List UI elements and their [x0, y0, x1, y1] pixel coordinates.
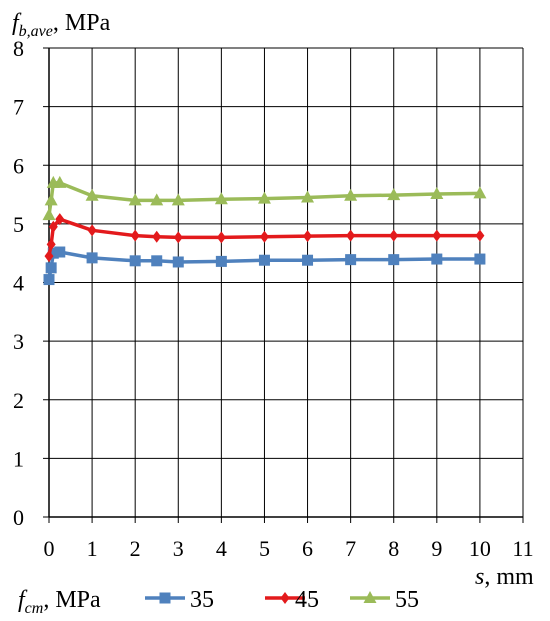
- y-tick-label: 6: [13, 153, 24, 178]
- data-point-55: [85, 188, 99, 201]
- series-45: [44, 213, 485, 263]
- data-point-35: [47, 247, 59, 259]
- data-point-55: [44, 193, 58, 206]
- x-tick-label: 0: [44, 536, 55, 561]
- y-tick-label: 3: [13, 329, 24, 354]
- data-point-35: [474, 253, 486, 265]
- x-tick-label: 8: [388, 536, 399, 561]
- legend-marker-35: [159, 592, 171, 604]
- data-point-45: [46, 238, 56, 251]
- series-group: [42, 175, 487, 286]
- data-point-35: [388, 254, 400, 266]
- y-tick-label: 5: [13, 212, 24, 237]
- data-point-55: [473, 186, 487, 199]
- data-point-45: [87, 224, 97, 237]
- data-point-45: [130, 229, 140, 242]
- legend-marker-55: [363, 591, 377, 603]
- x-tick-label: 3: [173, 536, 184, 561]
- x-tick-label: 5: [259, 536, 270, 561]
- data-point-45: [389, 229, 399, 242]
- data-point-45: [55, 213, 65, 226]
- x-axis-title: s, mm: [475, 564, 534, 590]
- data-point-55: [128, 193, 142, 206]
- data-point-45: [346, 229, 356, 242]
- data-point-35: [172, 256, 184, 268]
- data-point-55: [257, 191, 271, 204]
- data-point-35: [45, 262, 57, 274]
- data-point-55: [344, 188, 358, 201]
- x-tick-label: 11: [512, 536, 533, 561]
- data-point-45: [432, 229, 442, 242]
- y-tick-label: 7: [13, 95, 24, 120]
- x-tick-label: 2: [130, 536, 141, 561]
- y-tick-labels: 0 1 2 3 4 5 6 7 8: [13, 36, 24, 530]
- data-point-55: [53, 175, 67, 188]
- data-point-45: [48, 220, 58, 233]
- series-55: [42, 175, 487, 221]
- data-point-55: [171, 193, 185, 206]
- legend-label-35: 35: [190, 587, 214, 613]
- y-tick-label: 2: [13, 388, 24, 413]
- legend: fcm, MPa 35 45 55: [18, 587, 419, 617]
- data-point-35: [302, 254, 314, 266]
- axes: [43, 47, 524, 523]
- series-35: [43, 246, 486, 286]
- y-tick-label: 8: [13, 36, 24, 61]
- data-point-35: [345, 254, 357, 266]
- data-point-45: [475, 229, 485, 242]
- data-point-35: [129, 255, 141, 267]
- data-point-55: [214, 192, 228, 205]
- y-tick-label: 1: [13, 446, 24, 471]
- data-point-45: [173, 231, 183, 244]
- legend-marker-45: [280, 592, 290, 604]
- grid-lines: [48, 47, 524, 518]
- x-tick-label: 6: [302, 536, 313, 561]
- data-point-35: [258, 254, 270, 266]
- y-tick-label: 0: [13, 505, 24, 530]
- legend-label-55: 55: [395, 587, 419, 613]
- data-point-55: [150, 193, 164, 206]
- data-point-55: [301, 190, 315, 203]
- data-point-35: [431, 253, 443, 265]
- data-point-45: [152, 230, 162, 243]
- data-point-35: [215, 255, 227, 267]
- x-tick-label: 7: [345, 536, 356, 561]
- legend-label-45: 45: [295, 587, 319, 613]
- data-point-45: [44, 250, 54, 263]
- data-point-45: [259, 230, 269, 243]
- x-tick-label: 4: [216, 536, 227, 561]
- data-point-35: [151, 255, 163, 267]
- data-point-35: [54, 246, 66, 258]
- data-point-45: [216, 231, 226, 244]
- x-tick-labels: 0 1 2 3 4 5 6 7 8 9 10 11: [44, 536, 534, 561]
- y-axis-title: fb,ave, MPa: [12, 10, 111, 40]
- x-tick-label: 1: [87, 536, 98, 561]
- x-tick-label: 10: [469, 536, 491, 561]
- data-point-45: [303, 230, 313, 243]
- y-tick-label: 4: [13, 271, 24, 296]
- data-point-35: [43, 274, 55, 286]
- data-point-55: [42, 208, 56, 221]
- x-tick-label: 9: [431, 536, 442, 561]
- legend-title: fcm, MPa: [18, 587, 101, 617]
- data-point-35: [86, 252, 98, 264]
- data-point-55: [430, 186, 444, 199]
- data-point-55: [387, 188, 401, 201]
